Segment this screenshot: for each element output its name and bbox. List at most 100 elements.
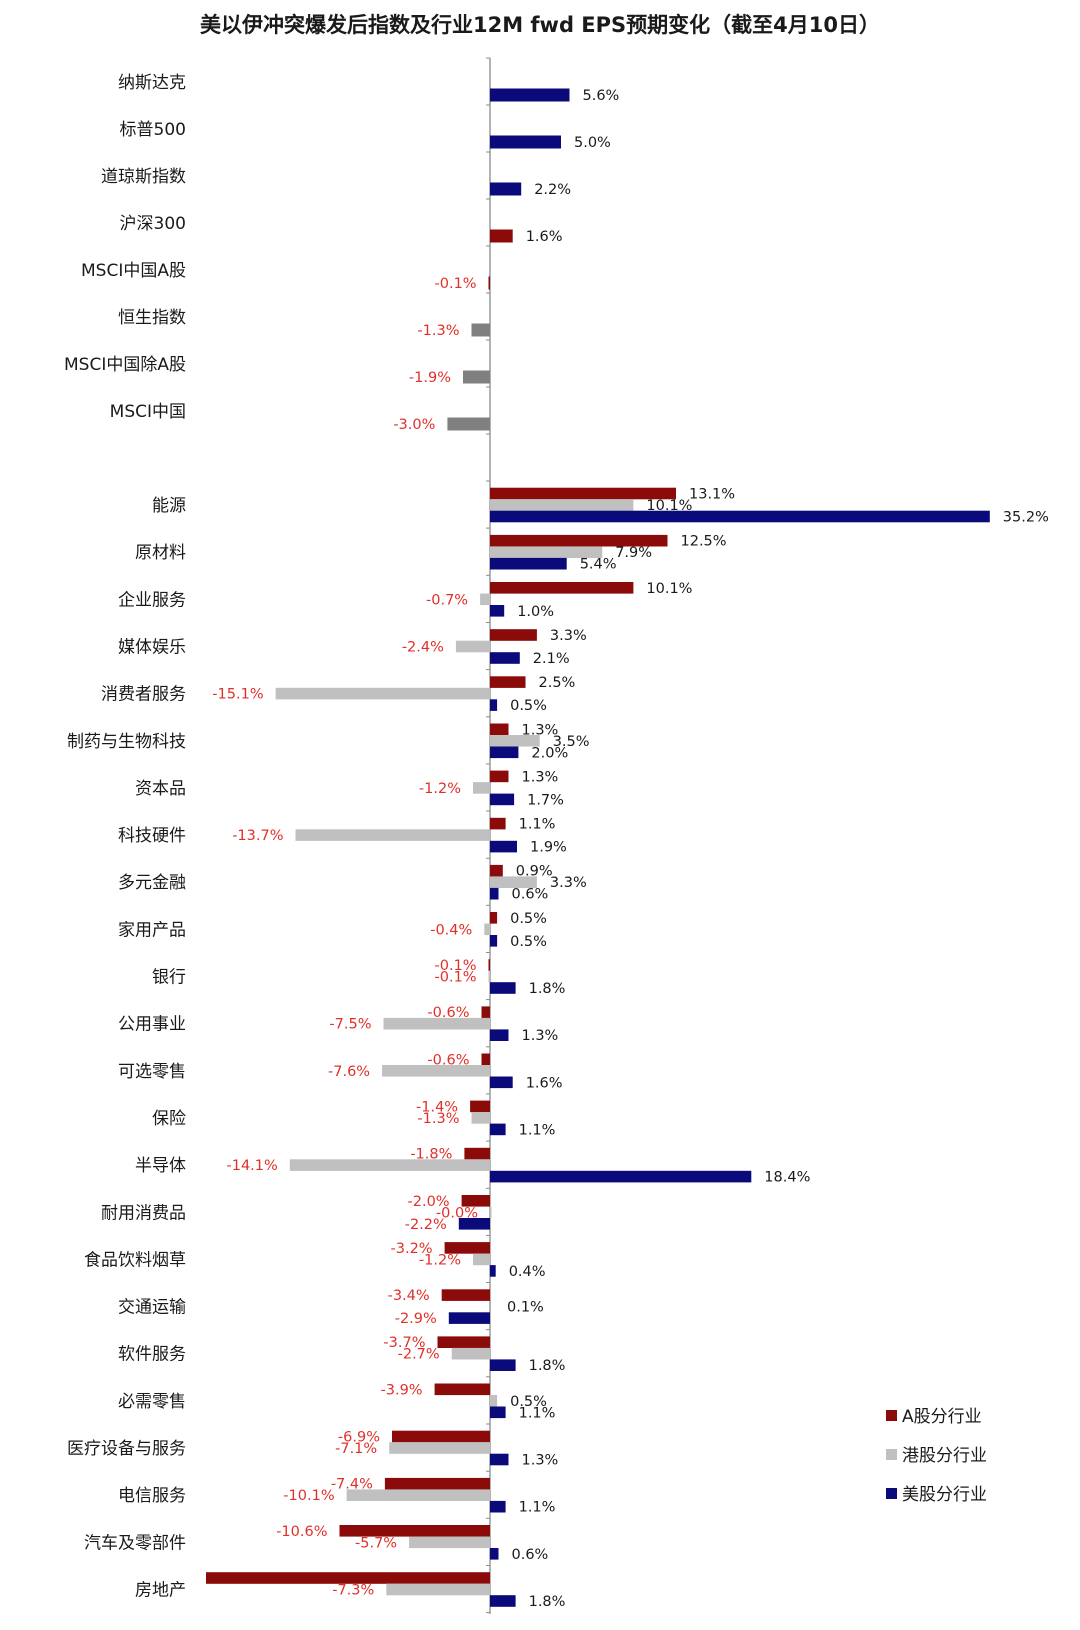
industry-label: 资本品 bbox=[135, 779, 186, 799]
industry-bar bbox=[490, 887, 499, 900]
index-label: 纳斯达克 bbox=[118, 73, 186, 93]
industry-label: 能源 bbox=[152, 496, 186, 516]
industry-bar bbox=[488, 970, 490, 983]
index-label: MSCI中国A股 bbox=[81, 261, 186, 281]
industry-value-label: 0.4% bbox=[509, 1264, 546, 1280]
industry-bar bbox=[490, 510, 990, 523]
index-value-label: -1.3% bbox=[417, 323, 459, 339]
industry-bar bbox=[490, 629, 537, 641]
industry-value-label: -1.4% bbox=[416, 1099, 458, 1115]
industry-value-label: 18.4% bbox=[764, 1170, 810, 1186]
industry-value-label: -1.8% bbox=[410, 1147, 452, 1163]
industry-value-label: 3.3% bbox=[550, 628, 587, 644]
index-value-label: 1.6% bbox=[526, 229, 563, 245]
industry-bar bbox=[490, 770, 509, 783]
industry-label: 媒体娱乐 bbox=[118, 637, 186, 657]
industry-value-label: 1.1% bbox=[519, 1405, 556, 1421]
industry-bar bbox=[383, 1017, 490, 1030]
industry-value-label: -0.0% bbox=[436, 1205, 478, 1221]
industry-label: 食品饮料烟草 bbox=[84, 1250, 186, 1270]
industry-bar bbox=[490, 935, 498, 947]
industry-value-label: 1.1% bbox=[519, 817, 556, 833]
industry-value-label: -1.2% bbox=[419, 781, 461, 797]
industry-label: 半导体 bbox=[135, 1156, 186, 1176]
industry-label: 原材料 bbox=[135, 543, 186, 563]
industry-value-label: 0.5% bbox=[510, 1394, 547, 1410]
industry-bar bbox=[384, 1477, 490, 1490]
industry-bar bbox=[490, 1595, 516, 1607]
industry-value-label: -1.3% bbox=[417, 1111, 459, 1127]
industry-value-label: 1.9% bbox=[530, 840, 567, 856]
industry-value-label: -7.5% bbox=[329, 1017, 371, 1033]
industry-value-label: 0.9% bbox=[516, 864, 553, 880]
industry-label: 保险 bbox=[152, 1109, 186, 1129]
industry-value-label: 2.1% bbox=[533, 651, 570, 667]
industry-bar bbox=[470, 1100, 490, 1113]
industry-bar bbox=[490, 605, 505, 617]
industry-bar bbox=[434, 1383, 490, 1396]
annotation-label: 0.1% bbox=[507, 1300, 544, 1316]
industry-bar bbox=[490, 1265, 496, 1277]
index-bar bbox=[490, 88, 570, 102]
industry-value-label: -3.2% bbox=[391, 1241, 433, 1257]
index-label: 道琼斯指数 bbox=[101, 167, 186, 187]
industry-value-label: -3.4% bbox=[388, 1288, 430, 1304]
industry-bar bbox=[455, 640, 490, 653]
industry-value-label: 13.1% bbox=[689, 487, 735, 503]
industry-bar bbox=[490, 735, 540, 747]
industry-bar bbox=[458, 1218, 490, 1230]
industry-value-label: 10.1% bbox=[646, 581, 692, 597]
index-value-label: -0.1% bbox=[435, 276, 477, 292]
industry-value-label: 2.0% bbox=[531, 745, 568, 761]
industry-value-label: -10.1% bbox=[283, 1488, 334, 1504]
industry-value-label: -0.1% bbox=[435, 958, 477, 974]
industry-value-label: 1.7% bbox=[527, 792, 564, 808]
industry-bar bbox=[490, 1076, 513, 1089]
industry-bar bbox=[490, 546, 603, 558]
industry-bar bbox=[490, 1123, 506, 1136]
industry-label: 必需零售 bbox=[118, 1392, 186, 1412]
industry-bar bbox=[441, 1289, 490, 1301]
industry-label: 银行 bbox=[152, 968, 186, 988]
industry-bar bbox=[481, 1006, 490, 1018]
industry-bar bbox=[490, 817, 506, 830]
industry-value-label: -7.4% bbox=[331, 1477, 373, 1493]
index-value-label: 5.0% bbox=[574, 135, 611, 151]
index-bar bbox=[471, 323, 490, 337]
industry-bar bbox=[409, 1536, 490, 1549]
industry-bar bbox=[437, 1336, 490, 1348]
industry-bar bbox=[490, 699, 498, 711]
index-value-label: 5.6% bbox=[583, 88, 620, 104]
industry-label: 耐用消费品 bbox=[101, 1203, 186, 1223]
industry-bar bbox=[490, 723, 509, 736]
industry-bar bbox=[490, 499, 634, 511]
industry-bar bbox=[461, 1195, 490, 1207]
industry-value-label: -15.1% bbox=[212, 687, 263, 703]
industry-bar bbox=[484, 923, 490, 936]
industry-label: 可选零售 bbox=[118, 1062, 186, 1082]
industry-bar bbox=[480, 593, 490, 606]
index-label: MSCI中国 bbox=[110, 402, 186, 422]
industry-bar bbox=[386, 1583, 490, 1596]
industry-bar bbox=[490, 534, 668, 547]
industry-value-label: 3.3% bbox=[550, 875, 587, 891]
index-bar bbox=[490, 182, 522, 196]
industry-bar bbox=[382, 1065, 490, 1077]
industry-bar bbox=[346, 1489, 490, 1501]
industry-value-label: 1.3% bbox=[522, 769, 559, 785]
industry-bar bbox=[490, 793, 515, 806]
industry-value-label: -0.6% bbox=[427, 1005, 469, 1021]
industry-bar bbox=[490, 982, 516, 994]
legend-item: 港股分行业 bbox=[902, 1446, 987, 1466]
industry-value-label: -2.0% bbox=[408, 1194, 450, 1210]
industry-value-label: 2.5% bbox=[539, 675, 576, 691]
industry-bar bbox=[389, 1442, 490, 1454]
index-bar bbox=[490, 229, 513, 243]
industry-bar bbox=[451, 1347, 490, 1360]
index-value-label: 2.2% bbox=[534, 182, 571, 198]
industry-bar bbox=[490, 864, 503, 877]
legend-swatch bbox=[886, 1488, 897, 1499]
legend-swatch bbox=[886, 1410, 897, 1421]
